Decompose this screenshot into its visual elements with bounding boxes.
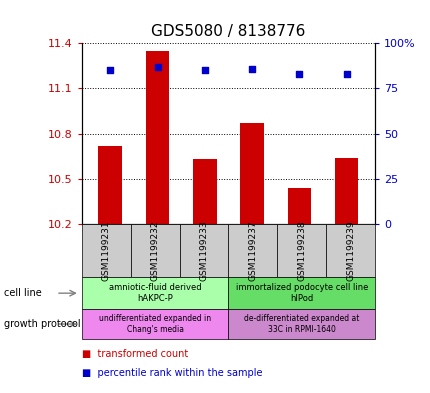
- Text: GSM1199233: GSM1199233: [199, 220, 208, 281]
- Text: growth protocol: growth protocol: [4, 319, 81, 329]
- Text: immortalized podocyte cell line
hIPod: immortalized podocyte cell line hIPod: [235, 283, 367, 303]
- Title: GDS5080 / 8138776: GDS5080 / 8138776: [151, 24, 305, 39]
- Text: cell line: cell line: [4, 288, 42, 298]
- Text: ■  transformed count: ■ transformed count: [82, 349, 188, 358]
- Point: [107, 67, 114, 73]
- Point: [201, 67, 208, 73]
- Text: GSM1199232: GSM1199232: [150, 220, 159, 281]
- Bar: [98, 146, 122, 224]
- Text: amniotic-fluid derived
hAKPC-P: amniotic-fluid derived hAKPC-P: [109, 283, 201, 303]
- Point: [154, 64, 160, 70]
- Bar: [334, 158, 358, 224]
- Text: GSM1199231: GSM1199231: [101, 220, 111, 281]
- Bar: [193, 159, 216, 224]
- Point: [342, 71, 349, 77]
- Text: de-differentiated expanded at
33C in RPMI-1640: de-differentiated expanded at 33C in RPM…: [243, 314, 359, 334]
- Bar: [240, 123, 263, 224]
- Point: [248, 65, 255, 72]
- Text: GSM1199238: GSM1199238: [297, 220, 305, 281]
- Text: undifferentiated expanded in
Chang's media: undifferentiated expanded in Chang's med…: [99, 314, 211, 334]
- Text: GSM1199239: GSM1199239: [345, 220, 354, 281]
- Text: ■  percentile rank within the sample: ■ percentile rank within the sample: [82, 368, 262, 378]
- Bar: [287, 188, 310, 224]
- Bar: [145, 51, 169, 224]
- Text: GSM1199237: GSM1199237: [248, 220, 257, 281]
- Point: [295, 71, 302, 77]
